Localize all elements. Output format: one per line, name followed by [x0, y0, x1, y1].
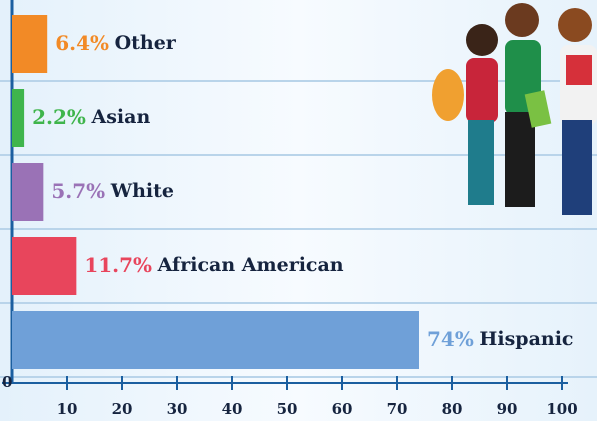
x-tick-label: 100: [546, 400, 577, 418]
category-label: African American: [157, 254, 344, 276]
bar: [12, 163, 43, 221]
x-tick-label: 70: [387, 400, 408, 418]
x-tick-label: 40: [222, 400, 243, 418]
category-label: Asian: [90, 106, 150, 128]
value-label: 11.7%: [84, 253, 152, 277]
x-tick-label: 90: [497, 400, 518, 418]
category-label: White: [110, 180, 174, 202]
bar: [12, 311, 419, 369]
category-label: Hispanic: [479, 328, 573, 350]
x-tick-label: 0: [2, 373, 12, 391]
value-label: 74%: [427, 327, 474, 351]
chart: 0 10 20 30 40 50 60 70 80 90 100 6.4% Other 2.2% Asi…: [0, 0, 597, 421]
bar: [12, 15, 47, 73]
value-label: 5.7%: [51, 179, 105, 203]
bar-label: 11.7% African American: [84, 253, 343, 277]
bar: [12, 89, 24, 147]
x-tick-label: 30: [167, 400, 188, 418]
value-label: 2.2%: [32, 105, 86, 129]
x-tick-label: 20: [112, 400, 133, 418]
x-tick-label: 10: [57, 400, 78, 418]
bar-label: 5.7% White: [51, 179, 174, 203]
x-tick-label: 60: [332, 400, 353, 418]
bar-label: 2.2% Asian: [32, 105, 150, 129]
bar-label: 6.4% Other: [55, 31, 177, 55]
x-tick-label: 80: [442, 400, 463, 418]
x-tick-label: 50: [277, 400, 298, 418]
category-label: Other: [115, 32, 177, 54]
bar-label: 74% Hispanic: [427, 327, 574, 351]
bar: [12, 237, 76, 295]
value-label: 6.4%: [55, 31, 109, 55]
